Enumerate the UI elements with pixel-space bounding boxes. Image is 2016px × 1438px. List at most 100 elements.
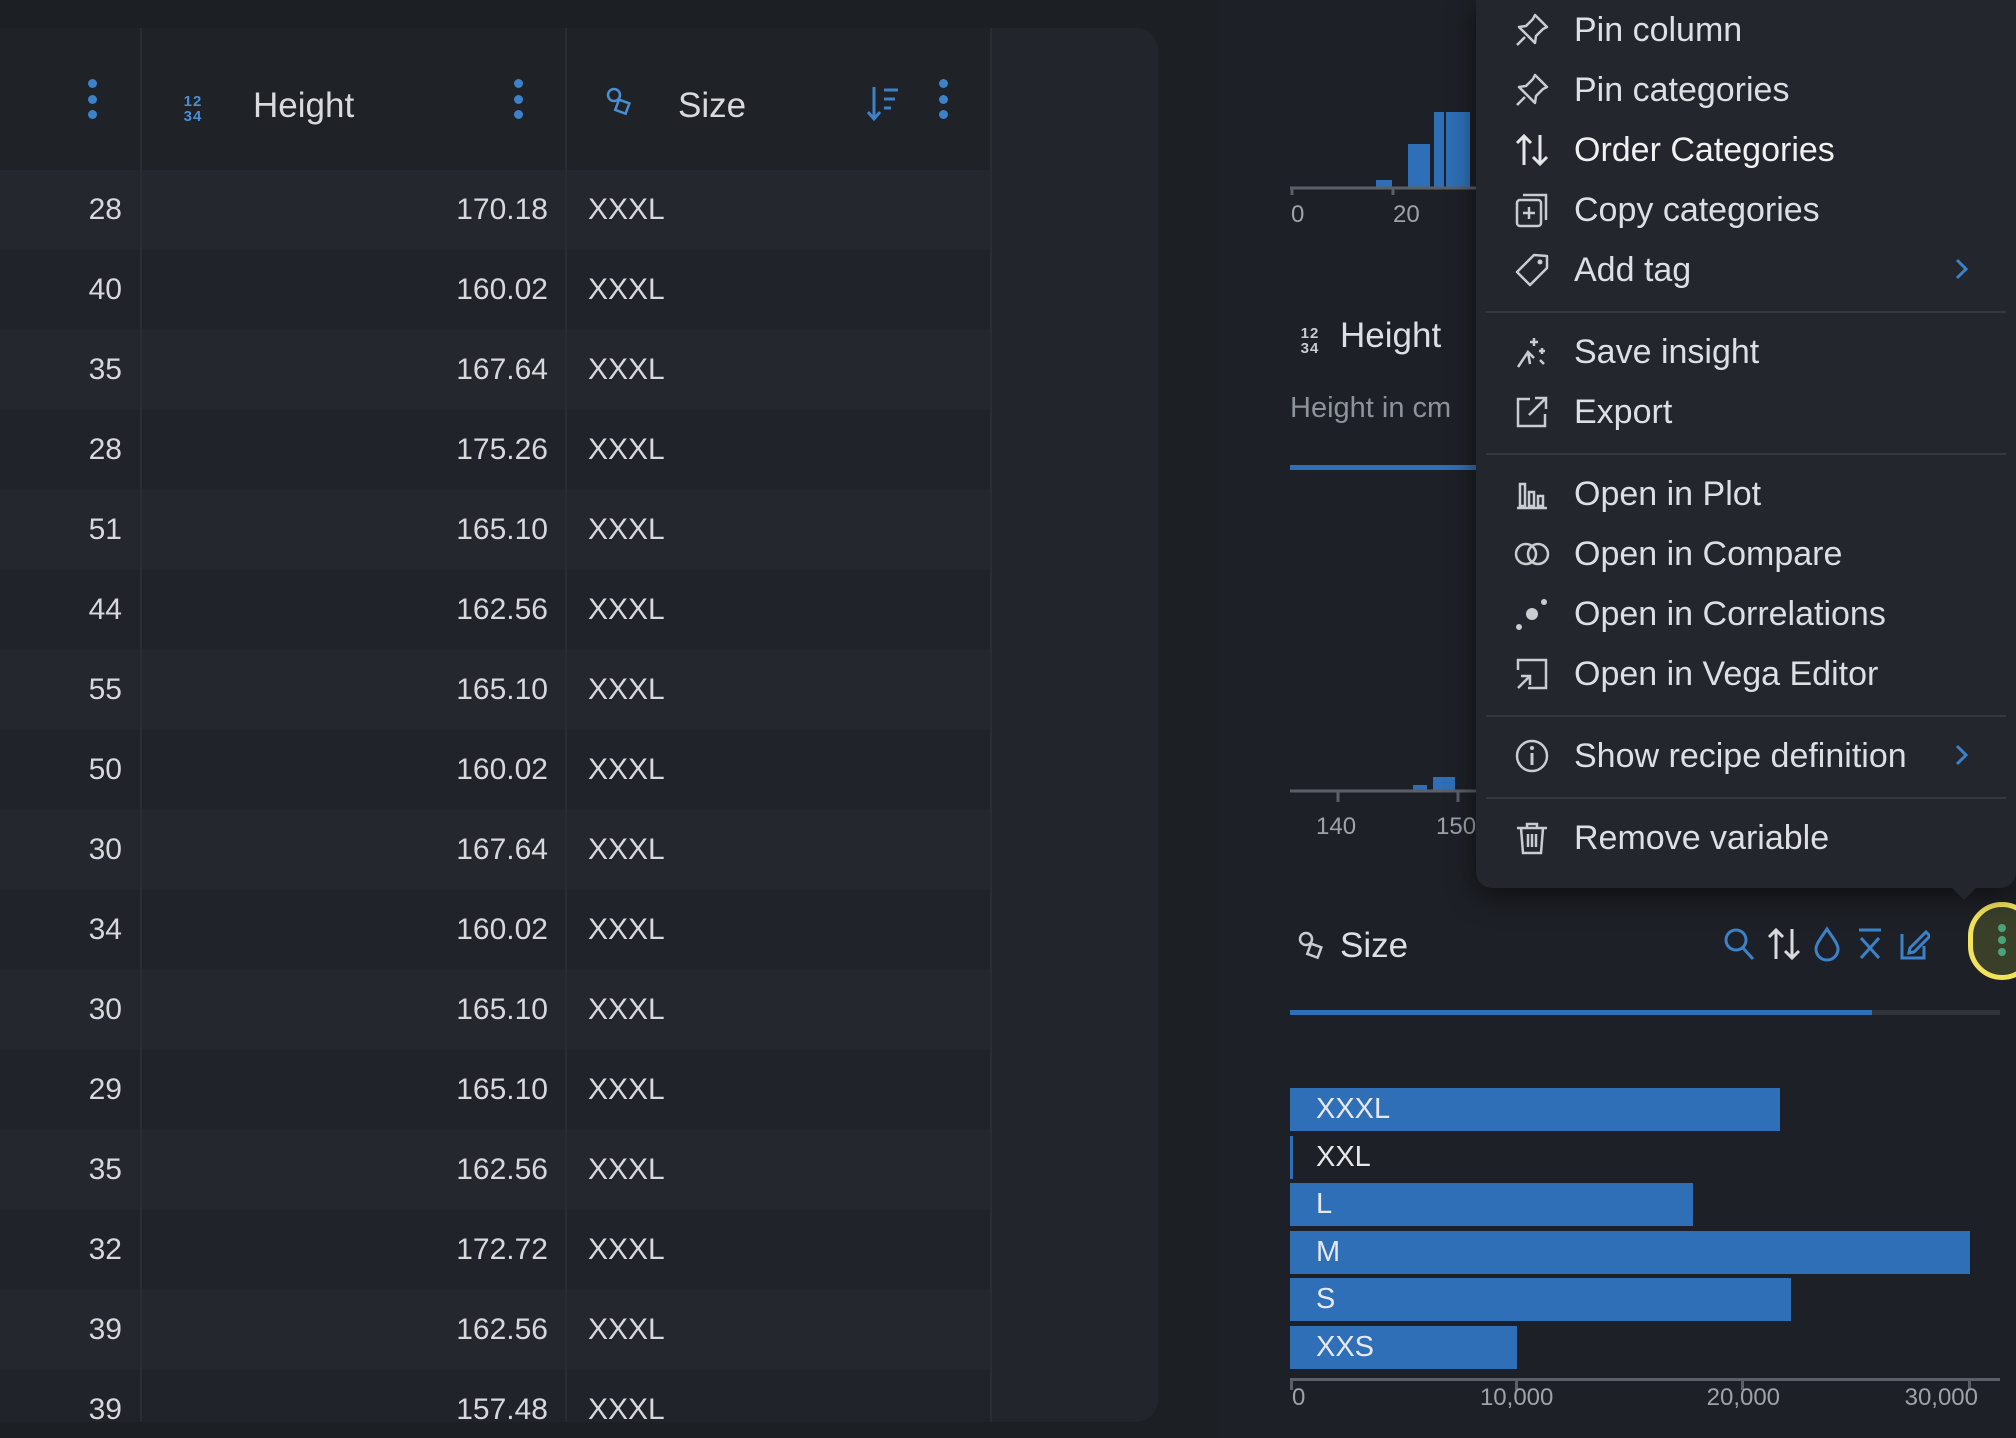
table-cell[interactable]: XXXL [588, 433, 665, 466]
table-cell[interactable]: XXXL [588, 513, 665, 546]
table-cell[interactable]: 160.02 [456, 753, 548, 786]
table-cell[interactable]: XXXL [588, 913, 665, 946]
bar-m[interactable] [1290, 1230, 1970, 1274]
column-divider [565, 28, 567, 1422]
column-menu-kebab-icon[interactable] [87, 79, 97, 119]
search-icon[interactable] [1722, 926, 1756, 962]
menu-item-export[interactable]: Export [1476, 382, 2016, 442]
table-cell[interactable]: 55 [88, 673, 122, 706]
menu-item-open-in-compare[interactable]: Open in Compare [1476, 524, 2016, 584]
table-row[interactable]: 39 162.56 XXXL [0, 1290, 990, 1370]
table-cell[interactable]: 34 [88, 913, 122, 946]
table-row[interactable]: 35 162.56 XXXL [0, 1130, 990, 1210]
table-row[interactable]: 29 165.10 XXXL [0, 1050, 990, 1130]
copy-icon [1515, 193, 1548, 228]
table-cell[interactable]: XXXL [588, 353, 665, 386]
table-cell[interactable]: 157.48 [456, 1393, 548, 1422]
table-cell[interactable]: 162.56 [456, 1313, 548, 1346]
table-cell[interactable]: 51 [88, 513, 122, 546]
table-cell[interactable]: XXXL [588, 593, 665, 626]
menu-item-open-in-plot[interactable]: Open in Plot [1476, 464, 2016, 524]
filter-icon[interactable] [1856, 926, 1884, 962]
table-cell[interactable]: 28 [88, 433, 122, 466]
table-cell[interactable]: 44 [88, 593, 122, 626]
menu-item-open-in-correlations[interactable]: Open in Correlations [1476, 584, 2016, 644]
table-cell[interactable]: 162.56 [456, 593, 548, 626]
table-cell[interactable]: XXXL [588, 1393, 665, 1422]
table-row[interactable]: 55 165.10 XXXL [0, 650, 990, 730]
menu-item-save-insight[interactable]: Save insight [1476, 322, 2016, 382]
table-cell[interactable]: 165.10 [456, 673, 548, 706]
table-cell[interactable]: 30 [88, 833, 122, 866]
table-cell[interactable]: XXXL [588, 753, 665, 786]
table-row[interactable]: 51 165.10 XXXL [0, 490, 990, 570]
table-cell[interactable]: 160.02 [456, 913, 548, 946]
table-row[interactable]: 44 162.56 XXXL [0, 570, 990, 650]
table-cell[interactable]: 165.10 [456, 1073, 548, 1106]
menu-item-pin-categories[interactable]: Pin categories [1476, 60, 2016, 120]
table-cell[interactable]: 40 [88, 273, 122, 306]
bar-l[interactable] [1290, 1183, 1694, 1226]
menu-item-open-in-vega-editor[interactable]: Open in Vega Editor [1476, 644, 2016, 704]
table-cell[interactable]: 160.02 [456, 273, 548, 306]
table-cell[interactable]: 35 [88, 1153, 122, 1186]
menu-item-add-tag[interactable]: Add tag [1476, 240, 2016, 300]
table-row[interactable]: 30 165.10 XXXL [0, 970, 990, 1050]
table-cell[interactable]: 170.18 [456, 193, 548, 226]
table-cell[interactable]: 30 [88, 993, 122, 1026]
axis-tick-label: 20 [1393, 201, 1420, 228]
table-cell[interactable]: 162.56 [456, 1153, 548, 1186]
drop-icon[interactable] [1812, 926, 1842, 962]
table-cell[interactable]: XXXL [588, 1073, 665, 1106]
menu-item-pin-column[interactable]: Pin column [1476, 0, 2016, 60]
column-header-height[interactable]: Height [253, 86, 355, 125]
table-row[interactable]: 28 175.26 XXXL [0, 410, 990, 490]
edit-icon[interactable] [1898, 926, 1930, 962]
table-cell[interactable]: 167.64 [456, 353, 548, 386]
table-cell[interactable]: 165.10 [456, 993, 548, 1026]
table-cell[interactable]: XXXL [588, 673, 665, 706]
menu-item-show-recipe-definition[interactable]: Show recipe definition [1476, 726, 2016, 786]
table-cell[interactable]: XXXL [588, 1153, 665, 1186]
table-cell[interactable]: 167.64 [456, 833, 548, 866]
table-row[interactable]: 34 160.02 XXXL [0, 890, 990, 970]
table-cell[interactable]: 32 [88, 1233, 122, 1266]
table-cell[interactable]: XXXL [588, 273, 665, 306]
table-cell[interactable]: XXXL [588, 833, 665, 866]
table-cell[interactable]: 50 [88, 753, 122, 786]
sort-arrows-icon[interactable] [1766, 926, 1802, 962]
table-cell[interactable]: 39 [88, 1313, 122, 1346]
table-cell[interactable]: 175.26 [456, 433, 548, 466]
table-cell[interactable]: XXXL [588, 993, 665, 1026]
table-cell[interactable]: 165.10 [456, 513, 548, 546]
table-cell[interactable]: 29 [88, 1073, 122, 1106]
table-cell[interactable]: XXXL [588, 1233, 665, 1266]
bar-xxs[interactable] [1290, 1325, 1517, 1369]
table-row[interactable]: 40 160.02 XXXL [0, 250, 990, 330]
table-cell[interactable]: XXXL [588, 1313, 665, 1346]
menu-item-remove-variable[interactable]: Remove variable [1476, 808, 2016, 868]
variable-menu-button[interactable] [1968, 902, 2016, 980]
column-menu-kebab-icon[interactable] [938, 79, 948, 119]
table-cell[interactable]: 28 [88, 193, 122, 226]
axis-tick-label: 0 [1291, 201, 1305, 228]
table-cell[interactable]: XXXL [588, 193, 665, 226]
table-row[interactable]: 50 160.02 XXXL [0, 730, 990, 810]
table-cell[interactable]: 39 [88, 1393, 122, 1422]
column-header-size[interactable]: Size [678, 86, 747, 125]
table-cell[interactable]: 35 [88, 353, 122, 386]
table-cell[interactable]: 172.72 [456, 1233, 548, 1266]
table-row[interactable]: 28 170.18 XXXL [0, 170, 990, 250]
sort-descending-icon[interactable] [866, 84, 900, 124]
bar-s[interactable] [1290, 1278, 1791, 1321]
bar-xxxl[interactable] [1290, 1088, 1780, 1131]
column-menu-kebab-icon[interactable] [513, 79, 523, 119]
menu-item-label: Open in Compare [1574, 535, 1843, 573]
menu-item-copy-categories[interactable]: Copy categories [1476, 180, 2016, 240]
table-row[interactable]: 32 172.72 XXXL [0, 1210, 990, 1290]
table-row[interactable]: 30 167.64 XXXL [0, 810, 990, 890]
bar-xxl[interactable] [1290, 1135, 1294, 1179]
table-row[interactable]: 39 157.48 XXXL [0, 1370, 990, 1422]
table-row[interactable]: 35 167.64 XXXL [0, 330, 990, 410]
menu-item-order-categories[interactable]: Order Categories [1476, 120, 2016, 180]
